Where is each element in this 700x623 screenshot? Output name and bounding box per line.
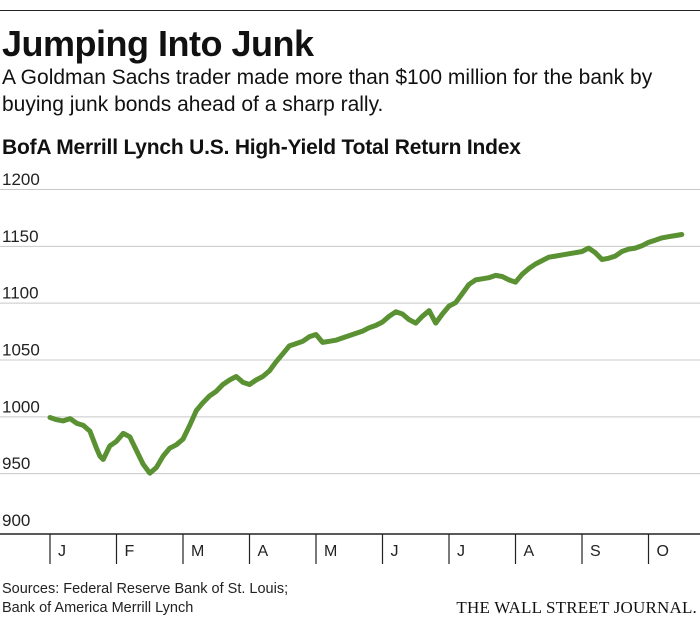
y-tick-label-900: 900 [2,511,30,530]
y-tick-label-950: 950 [2,454,30,473]
wsj-logo: THE WALL STREET JOURNAL. [456,598,697,617]
month-label-2: M [191,543,204,560]
month-label-9: O [657,543,669,560]
month-label-0: J [58,543,66,560]
y-tick-label-1100: 1100 [2,284,39,303]
month-label-4: M [324,543,337,560]
y-tick-label-1050: 1050 [2,341,40,360]
month-label-1: F [125,543,135,560]
series-line-0 [47,232,685,476]
chart-title: BofA Merrill Lynch U.S. High-Yield Total… [2,136,521,159]
month-label-5: J [391,543,399,560]
headline: Jumping Into Junk [2,23,314,64]
source-line-2: Bank of America Merrill Lynch [2,600,194,616]
subhead: A Goldman Sachs trader made more than $1… [2,66,653,116]
y-tick-label-1150: 1150 [2,227,39,246]
top-rule [0,10,700,11]
source-note: Sources: Federal Reserve Bank of St. Lou… [2,580,288,618]
month-label-3: A [258,543,269,560]
month-label-7: A [524,543,535,560]
y-tick-label-1000: 1000 [2,397,40,416]
month-label-6: J [457,543,465,560]
source-line-1: Sources: Federal Reserve Bank of St. Lou… [2,581,289,597]
month-label-8: S [590,543,601,560]
y-tick-label-1200: 1200 [2,170,40,189]
